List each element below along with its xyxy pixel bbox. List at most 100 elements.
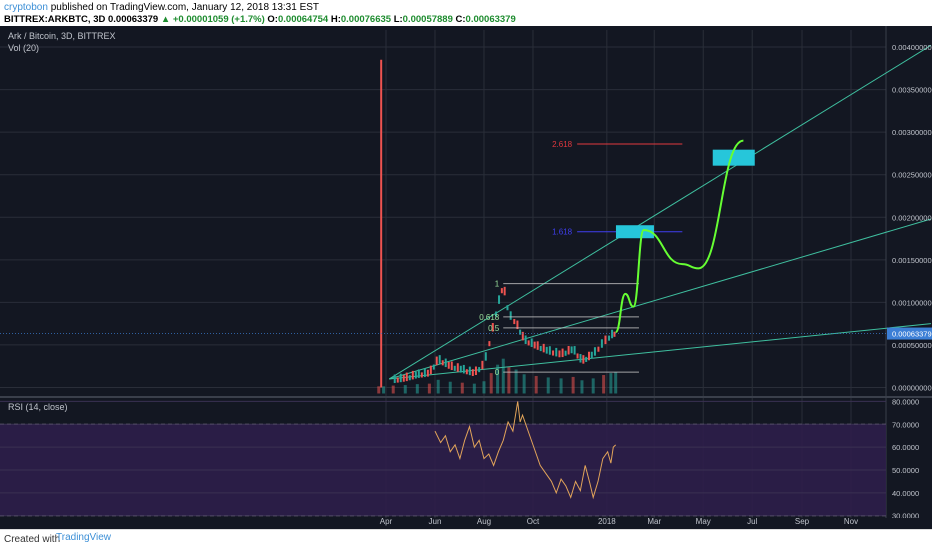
fib-retracement-label: 1 xyxy=(495,280,500,289)
publish-line: cryptobon published on TradingView.com, … xyxy=(4,2,319,13)
candle xyxy=(590,351,593,359)
volume-bar xyxy=(377,386,381,394)
volume-bar xyxy=(609,373,613,394)
volume-bar xyxy=(415,384,419,394)
volume-bar xyxy=(472,383,476,394)
candle xyxy=(552,350,555,356)
current-price-label: 0.00063379 xyxy=(892,330,932,339)
rsi-title: RSI (14, close) xyxy=(8,402,68,412)
price-tick-label: 0.00150000 xyxy=(892,256,932,265)
candle xyxy=(527,340,530,346)
time-tick-label: Oct xyxy=(527,517,540,526)
price-tick-label: 0.00300000 xyxy=(892,128,932,137)
publish-info: published on TradingView.com, January 12… xyxy=(50,2,320,13)
rsi-tick-label: 80.0000 xyxy=(892,397,919,406)
volume-bar xyxy=(489,373,493,394)
volume-bar xyxy=(546,377,550,394)
candle xyxy=(536,341,539,350)
candle xyxy=(450,361,453,371)
volume-bar xyxy=(559,378,563,394)
candle xyxy=(471,369,474,376)
fib-retracement-label: 0.618 xyxy=(479,313,500,322)
candle xyxy=(582,355,585,364)
author-link[interactable]: cryptobon xyxy=(4,2,48,13)
candle xyxy=(548,346,551,355)
time-tick-label: May xyxy=(696,517,711,526)
current-price-tag xyxy=(887,327,932,340)
volume-bar xyxy=(507,367,511,394)
time-axis xyxy=(0,518,932,529)
footer: Created with TradingView xyxy=(0,529,932,551)
price-tick-label: 0.00400000 xyxy=(892,43,932,52)
candle xyxy=(423,368,426,378)
candle xyxy=(506,305,509,311)
volume-bar xyxy=(522,374,526,394)
trendline xyxy=(388,44,932,380)
chart-title: Ark / Bitcoin, 3D, BITTREX xyxy=(8,31,116,41)
candle xyxy=(402,374,405,382)
target-box xyxy=(712,149,755,166)
volume-bar xyxy=(460,382,464,394)
rsi-tick-label: 50.0000 xyxy=(892,466,919,475)
candle xyxy=(435,356,438,366)
rsi-tick-label: 40.0000 xyxy=(892,489,919,498)
open-label: O: xyxy=(267,14,278,25)
fib-retracement-label: 0 xyxy=(495,368,500,377)
volume-bar xyxy=(591,378,595,394)
volume-bar xyxy=(448,381,452,394)
candle xyxy=(405,372,408,382)
candle xyxy=(478,367,481,373)
volume-bar xyxy=(534,375,538,394)
candle xyxy=(539,345,542,352)
time-tick-label: 2018 xyxy=(598,517,616,526)
time-tick-label: Nov xyxy=(844,517,858,526)
low-label: L: xyxy=(393,14,403,25)
candle xyxy=(488,341,491,347)
volume-bar xyxy=(496,364,500,394)
time-tick-label: Apr xyxy=(380,517,393,526)
chart-canvas[interactable]: 1 0.618 0.5 0 2.618 1.618 Ark / Bitcoin, 3D, B… xyxy=(0,26,932,529)
projection-path xyxy=(614,139,744,334)
created-with: Created with xyxy=(4,534,61,545)
candle xyxy=(600,339,603,348)
target-box xyxy=(615,225,654,239)
candle xyxy=(393,374,396,384)
volume-bar xyxy=(571,376,575,394)
price-change: ▲ +0.00001059 (+1.7%) xyxy=(160,14,265,25)
time-tick-label: Sep xyxy=(795,517,810,526)
low-value: 0.00057889 xyxy=(402,14,453,25)
volume-bar xyxy=(436,379,440,394)
volume-bar xyxy=(602,375,606,394)
candle xyxy=(521,331,524,341)
candle xyxy=(474,366,477,376)
price-tick-label: 0.00050000 xyxy=(892,341,932,350)
candle xyxy=(432,364,435,370)
candle xyxy=(420,372,423,378)
tradingview-logo[interactable]: TradingView xyxy=(56,532,112,543)
candle xyxy=(444,358,447,368)
price-tick-label: 0.00100000 xyxy=(892,298,932,307)
candle xyxy=(411,370,414,380)
candle xyxy=(498,295,501,304)
trendline xyxy=(389,218,932,380)
candle xyxy=(558,350,561,358)
candle xyxy=(545,346,548,354)
symbol-line: BITTREX:ARKBTC, 3D 0.00063379 ▲ +0.00001… xyxy=(4,14,516,25)
candle xyxy=(608,335,611,341)
fib-extension-label: 2.618 xyxy=(552,140,573,149)
high-label: H: xyxy=(330,14,341,25)
rsi-line xyxy=(434,401,617,500)
volume-bar xyxy=(403,385,407,394)
candle xyxy=(604,335,607,345)
candle xyxy=(573,346,576,355)
candle xyxy=(530,338,533,347)
volume-bar xyxy=(427,383,431,394)
candle xyxy=(484,352,487,361)
candle xyxy=(579,354,582,363)
candle xyxy=(441,360,444,366)
time-tick-label: Mar xyxy=(647,517,661,526)
candle xyxy=(576,353,579,359)
fib-extension-label: 1.618 xyxy=(552,228,573,237)
candle xyxy=(429,365,432,375)
candle xyxy=(519,329,522,335)
